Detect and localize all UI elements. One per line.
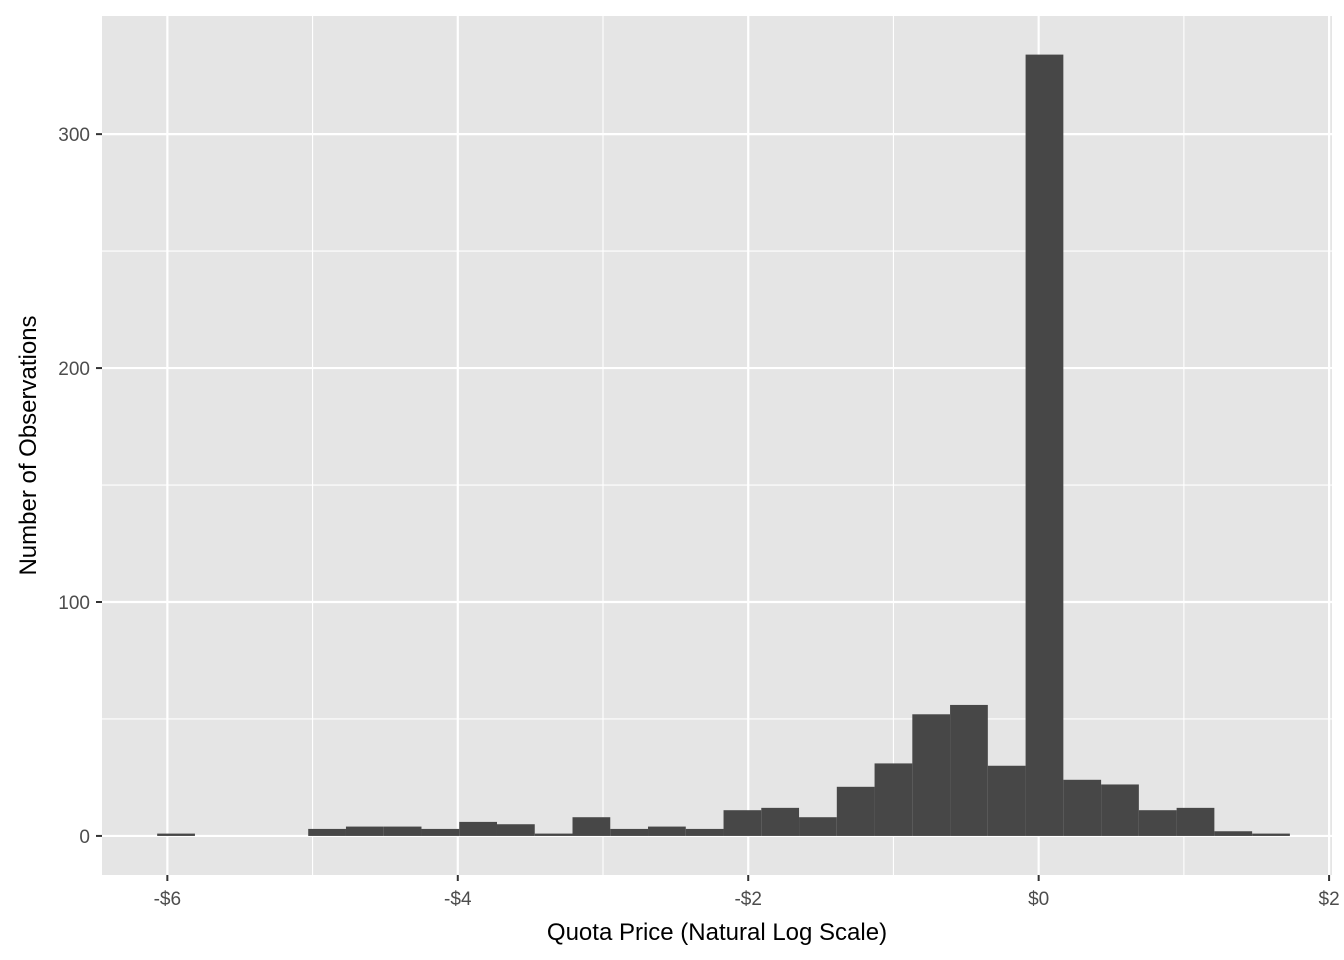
histogram-bar-24 bbox=[1025, 54, 1064, 836]
histogram-bar-18 bbox=[799, 817, 837, 836]
histogram-bar-14 bbox=[648, 826, 686, 836]
y-axis: 0 100 200 300 bbox=[58, 125, 102, 848]
histogram-bar-22 bbox=[950, 704, 988, 836]
x-axis: -$6 -$4 -$2 $0 $2 bbox=[154, 875, 1340, 910]
histogram-bar-16 bbox=[723, 810, 762, 836]
x-tick-label: $0 bbox=[1028, 889, 1049, 910]
histogram-bar-15 bbox=[685, 828, 724, 836]
histogram-bar-12 bbox=[572, 817, 611, 836]
histogram-bar-13 bbox=[610, 828, 649, 836]
x-tick-label: $2 bbox=[1319, 889, 1340, 910]
histogram-bar-19 bbox=[836, 786, 875, 836]
histogram-bar-30 bbox=[1252, 833, 1290, 836]
histogram-bar-10 bbox=[496, 824, 535, 836]
histogram-bar-26 bbox=[1101, 784, 1139, 836]
histogram-bar-11 bbox=[534, 833, 573, 836]
y-tick-label: 200 bbox=[58, 359, 90, 380]
plot-panel bbox=[102, 16, 1332, 875]
x-tick-label: -$4 bbox=[444, 889, 472, 910]
x-tick-label: -$6 bbox=[154, 889, 181, 910]
y-tick-label: 100 bbox=[58, 593, 90, 614]
histogram-bar-20 bbox=[874, 763, 913, 836]
histogram-bar-9 bbox=[459, 821, 497, 836]
histogram-bar-7 bbox=[383, 826, 422, 836]
histogram-bar-28 bbox=[1176, 807, 1215, 836]
histogram-bar-17 bbox=[761, 807, 800, 836]
histogram-bar-5 bbox=[308, 828, 346, 836]
histogram-bar-6 bbox=[345, 826, 384, 836]
histogram-bar-1 bbox=[157, 833, 195, 836]
y-tick-label: 0 bbox=[79, 827, 90, 848]
histogram-bar-29 bbox=[1214, 831, 1253, 836]
histogram-bar-8 bbox=[421, 828, 460, 836]
histogram-bar-21 bbox=[912, 714, 951, 836]
x-axis-title: Quota Price (Natural Log Scale) bbox=[547, 919, 887, 946]
minor-gridlines bbox=[102, 16, 1332, 875]
y-tick-label: 300 bbox=[58, 125, 90, 146]
histogram-bar-23 bbox=[987, 765, 1026, 836]
x-tick-label: -$2 bbox=[734, 889, 761, 910]
histogram-bar-27 bbox=[1138, 810, 1177, 836]
histogram-bar-25 bbox=[1063, 779, 1102, 836]
y-axis-title: Number of Observations bbox=[15, 315, 42, 575]
histogram-bars bbox=[157, 54, 1290, 836]
